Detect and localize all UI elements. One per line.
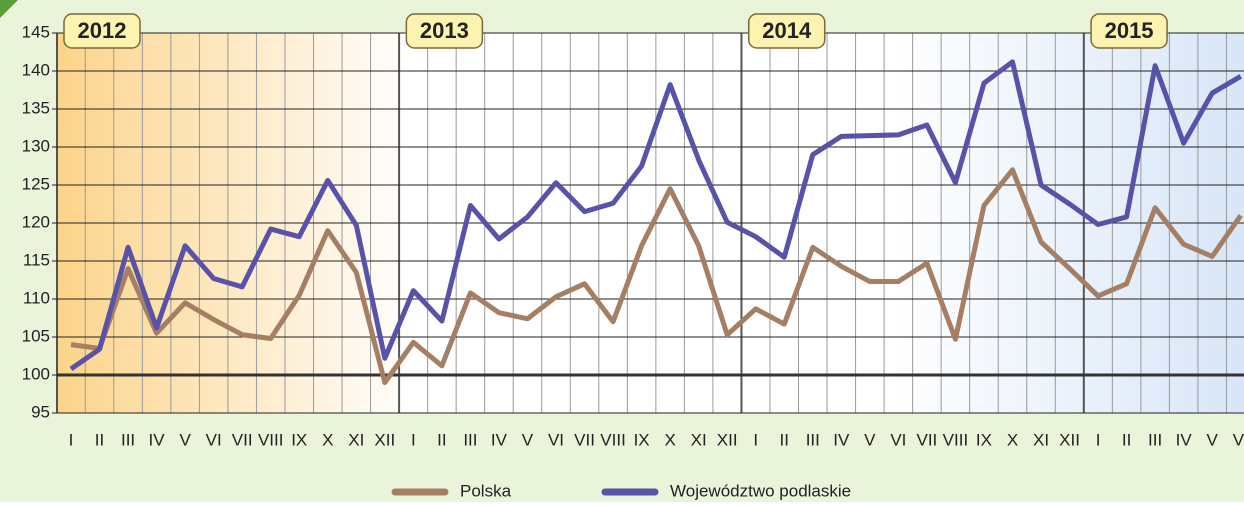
x-tick-label: X (664, 430, 675, 449)
x-tick-label: II (780, 430, 789, 449)
x-tick-label: I (69, 430, 74, 449)
legend-label: Województwo podlaskie (670, 481, 851, 500)
x-tick-label: X (322, 430, 333, 449)
year-box (747, 13, 826, 49)
x-tick-label: V (1207, 430, 1219, 449)
x-tick-label: VIII (600, 430, 626, 449)
x-tick-label: V (522, 430, 534, 449)
x-tick-label: VIII (943, 430, 969, 449)
x-tick-label: XII (374, 430, 395, 449)
x-tick-label: III (121, 430, 135, 449)
x-tick-label: IV (491, 430, 508, 449)
year-box (63, 13, 141, 49)
x-tick-label: VI (1233, 430, 1244, 449)
x-tick-label: VII (232, 430, 253, 449)
x-tick-label: I (411, 430, 416, 449)
x-tick-label: I (1096, 430, 1101, 449)
series-line (69, 59, 1242, 371)
y-tick-label: 145 (22, 22, 50, 41)
series-line (70, 167, 1243, 386)
x-tick-label: I (753, 430, 758, 449)
y-tick-label: 115 (23, 250, 50, 269)
x-tick-label: XI (691, 430, 707, 449)
x-tick-label: IX (976, 430, 992, 449)
x-tick-label: IX (291, 430, 307, 449)
year-box (405, 13, 484, 49)
x-tick-label: VI (890, 430, 906, 449)
y-tick-label: 125 (22, 174, 50, 193)
x-tick-label: VII (917, 430, 938, 449)
x-tick-label: III (806, 430, 820, 449)
year-box (1090, 13, 1168, 49)
x-tick-label: II (95, 430, 104, 449)
x-tick-label: IX (634, 430, 650, 449)
x-tick-label: VI (206, 430, 222, 449)
x-tick-label: XI (348, 430, 364, 449)
x-tick-label: VII (574, 430, 595, 449)
x-tick-label: III (1148, 430, 1162, 449)
y-tick-label: 130 (22, 136, 50, 155)
y-tick-label: 100 (22, 364, 50, 383)
y-tick-label: 95 (31, 402, 50, 421)
x-tick-label: IV (1176, 430, 1193, 449)
year-label: 2013 (420, 18, 469, 43)
x-tick-label: V (179, 430, 191, 449)
y-tick-label: 105 (22, 326, 50, 345)
year-label: 2012 (78, 18, 127, 43)
year-label: 2014 (762, 18, 812, 43)
corner (0, 0, 18, 18)
x-tick-label: IV (833, 430, 850, 449)
y-tick-label: 135 (22, 98, 50, 117)
y-tick-label: 120 (22, 212, 50, 231)
y-tick-label: 140 (22, 60, 50, 79)
x-tick-label: II (437, 430, 446, 449)
x-tick-label: XII (717, 430, 738, 449)
x-tick-label: XII (1059, 430, 1080, 449)
legend-label: Polska (460, 481, 512, 500)
x-tick-label: VI (548, 430, 564, 449)
x-tick-label: III (463, 430, 477, 449)
x-tick-label: XI (1033, 430, 1049, 449)
year-label: 2015 (1105, 18, 1154, 43)
x-tick-label: VIII (258, 430, 284, 449)
y-tick-label: 110 (23, 288, 50, 307)
x-tick-label: X (1007, 430, 1018, 449)
x-tick-label: IV (149, 430, 166, 449)
x-tick-label: V (864, 430, 876, 449)
x-tick-label: II (1122, 430, 1131, 449)
